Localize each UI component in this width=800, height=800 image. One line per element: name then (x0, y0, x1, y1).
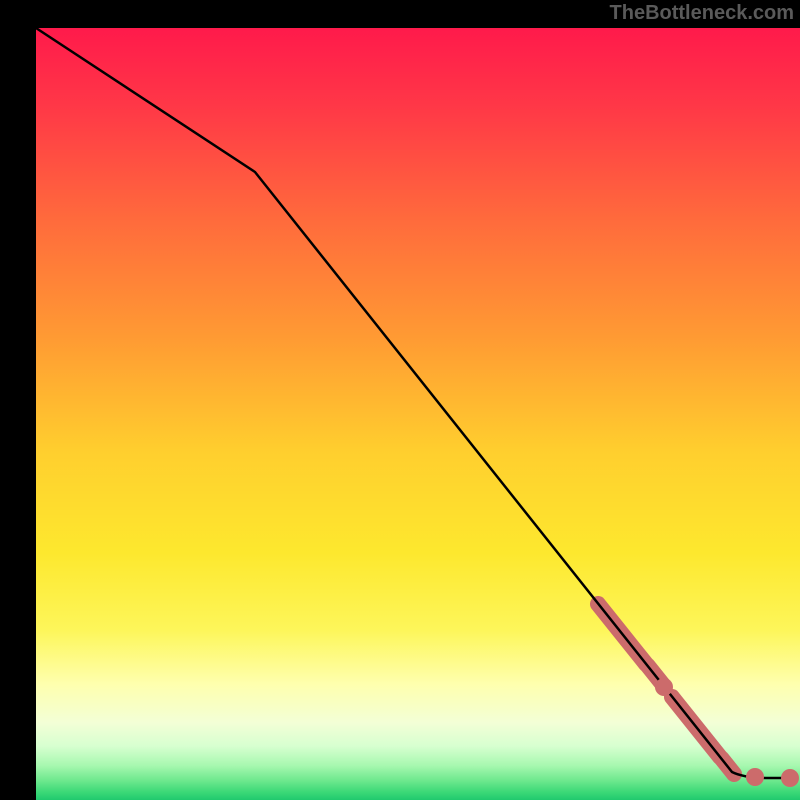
chart-svg (0, 0, 800, 800)
marker-dot (655, 678, 673, 696)
plot-background (36, 28, 800, 800)
marker-dot (781, 769, 799, 787)
chart-container: TheBottleneck.com (0, 0, 800, 800)
marker-dot (746, 768, 764, 786)
attribution-label: TheBottleneck.com (610, 2, 794, 25)
